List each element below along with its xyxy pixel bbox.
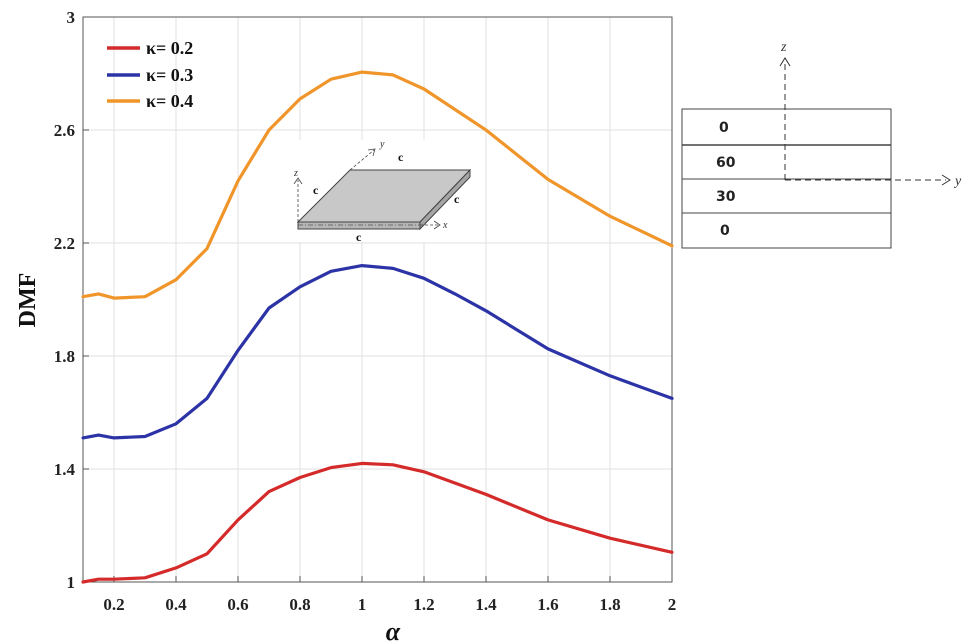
legend: κ= 0.2 κ= 0.3 κ= 0.4	[107, 38, 193, 111]
legend-label-1: κ= 0.3	[146, 65, 193, 85]
x-tick-label: 2	[668, 595, 677, 614]
y-axis-ticks: 1 1.4 1.8 2.2 2.6 3	[54, 8, 89, 592]
layer-label-4: 0	[720, 223, 730, 239]
y-axis-label: DMF	[15, 273, 41, 328]
y-tick-label: 1	[67, 573, 76, 592]
layer-label-2: 60	[716, 155, 736, 171]
layup-y-arrowhead	[941, 174, 951, 186]
edge-label-left: c	[313, 183, 319, 197]
series-line-1	[81, 264, 674, 440]
inset-y-label: y	[379, 139, 385, 150]
edge-label-top: c	[398, 150, 404, 164]
plate-front-face	[297, 221, 421, 230]
layup-stack-diagram: 0 60 30 0 z y	[681, 40, 962, 249]
y-tick-label: 1.4	[54, 460, 76, 479]
layup-z-label: z	[780, 40, 787, 55]
plate-side-face	[419, 168, 471, 231]
inset-z-label: z	[293, 168, 298, 179]
y-tick-label: 2.6	[54, 121, 75, 140]
edge-label-bottom: c	[356, 230, 362, 244]
inset-y-arrowhead	[367, 148, 376, 157]
x-tick-label: 1	[358, 595, 367, 614]
x-axis-label: α	[386, 617, 401, 644]
inset-z-arrowhead	[293, 177, 303, 185]
inset-x-arrowhead	[433, 220, 441, 230]
inset-x-label: x	[442, 220, 448, 231]
plot-frame	[82, 16, 673, 583]
y-tick-label: 3	[67, 8, 76, 27]
layer-label-3: 30	[716, 189, 736, 205]
legend-label-0: κ= 0.2	[146, 38, 193, 58]
x-tick-label: 0.6	[227, 595, 248, 614]
x-tick-label: 0.2	[103, 595, 124, 614]
x-axis-ticks: 0.2 0.4 0.6 0.8 1 1.2 1.4 1.6 1.8 2	[103, 576, 676, 614]
inset-y-arrow	[349, 149, 375, 171]
edge-label-right: c	[454, 192, 460, 206]
series-lines	[81, 70, 674, 584]
legend-label-2: κ= 0.4	[146, 91, 193, 111]
series-line-0	[81, 461, 674, 584]
x-tick-label: 1.6	[537, 595, 558, 614]
layer-label-1: 0	[719, 120, 729, 136]
y-tick-label: 2.2	[54, 234, 75, 253]
layup-y-label: y	[953, 174, 962, 189]
x-tick-label: 1.2	[413, 595, 434, 614]
x-tick-label: 0.8	[289, 595, 310, 614]
layup-z-arrowhead	[779, 57, 791, 67]
inset-plate-diagram: y z x c c c c	[290, 139, 480, 244]
y-tick-label: 1.8	[54, 347, 75, 366]
series-line-2	[81, 70, 674, 300]
x-tick-label: 1.8	[599, 595, 620, 614]
x-tick-label: 0.4	[165, 595, 187, 614]
x-tick-label: 1.4	[475, 595, 497, 614]
